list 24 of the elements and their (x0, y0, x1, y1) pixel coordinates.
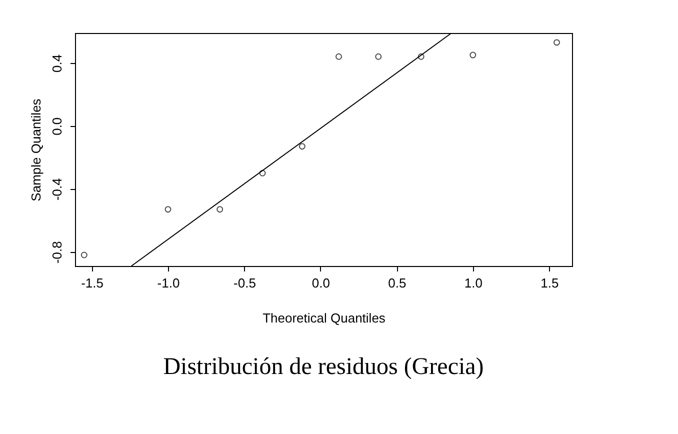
x-tick-label: -0.5 (234, 276, 256, 290)
y-tick-label: -0.8 (50, 241, 64, 264)
y-axis-title: Sample Quantiles (28, 98, 44, 202)
y-tick-label: 0.0 (50, 117, 64, 136)
point (259, 170, 266, 176)
text: Distribución de residuos (Grecia) (163, 354, 484, 380)
point (554, 39, 560, 46)
point (375, 53, 382, 60)
x-tick-label: 1.0 (464, 276, 482, 290)
point (164, 206, 172, 213)
x-tick-label: 0.5 (388, 276, 406, 290)
y-tick-label: -0.4 (50, 178, 64, 201)
x-axis-title: Theoretical Quantiles (262, 310, 386, 326)
point (418, 53, 424, 60)
point (216, 206, 224, 213)
y-tick-label: 0.4 (50, 54, 64, 72)
point (80, 252, 88, 258)
x-tick-label: -1.5 (81, 276, 104, 290)
x-tick-label: 0.0 (312, 276, 330, 290)
x-tick-label: -1.0 (157, 276, 180, 290)
x-tick-label: 1.5 (540, 276, 559, 290)
point (470, 52, 476, 58)
point (336, 53, 342, 60)
point (298, 143, 306, 150)
